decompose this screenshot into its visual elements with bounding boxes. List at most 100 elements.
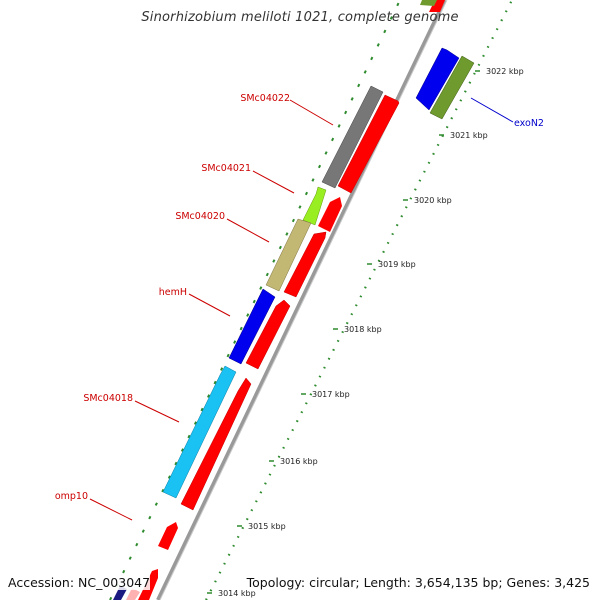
tick-mark (509, 1, 513, 4)
tick-mark (359, 295, 363, 298)
tick-mark (495, 27, 499, 31)
feature-blue-hemH[interactable] (228, 288, 276, 365)
tick-mark (218, 571, 222, 574)
scale-label: 3018 kbp (344, 325, 382, 334)
tick-mark (336, 339, 340, 343)
tick-mark (233, 340, 237, 344)
label-leader-line (289, 99, 334, 126)
tick-mark (383, 29, 387, 34)
tick-mark (370, 56, 374, 61)
scale-tick-marks (205, 1, 513, 600)
tick-mark (214, 580, 217, 583)
feature-red-edge-top[interactable] (429, 0, 445, 12)
tick-mark (344, 110, 348, 115)
tick-mark (477, 63, 481, 66)
tick-mark (291, 218, 295, 223)
tick-mark (200, 407, 204, 412)
scale-label: 3015 kbp (248, 522, 286, 531)
tick-mark (232, 544, 235, 548)
tick-mark (332, 348, 335, 352)
genome-backbone (156, 0, 447, 600)
scale-label: 3022 kbp (486, 67, 524, 76)
tick-mark (295, 419, 299, 423)
feature-olive-exoN2[interactable] (429, 55, 475, 120)
tick-mark (286, 437, 290, 441)
tick-mark (207, 394, 211, 398)
scale-label: 3019 kbp (378, 260, 416, 269)
tick-mark (331, 137, 335, 142)
tick-mark (463, 90, 467, 93)
label-leader-line (470, 97, 514, 123)
feature-red-hemH[interactable] (245, 299, 291, 370)
tick-mark (382, 250, 385, 254)
tick-mark (241, 526, 245, 530)
tick-mark (285, 232, 289, 236)
feature-red-smc04020[interactable] (283, 231, 327, 298)
feature-khaki-smc04020[interactable] (265, 218, 312, 292)
gene-label-smc04018[interactable]: SMc04018 (83, 393, 133, 404)
tick-mark (327, 357, 331, 360)
label-leader-line (226, 218, 270, 243)
feature-lime-smc04021[interactable] (302, 186, 327, 226)
tick-mark (141, 529, 145, 533)
tick-mark (445, 125, 449, 129)
feature-blue-exoN2[interactable] (415, 47, 460, 111)
tick-mark (314, 384, 317, 387)
tick-mark (304, 191, 309, 196)
reverse-strand (113, 0, 437, 600)
tick-mark (486, 45, 490, 49)
tick-mark (264, 482, 267, 485)
tick-mark (272, 259, 276, 263)
tick-mark (341, 330, 345, 334)
scale-label: 3020 kbp (414, 196, 452, 205)
tick-mark (187, 434, 191, 439)
tick-mark (404, 206, 408, 209)
gene-label-omp10[interactable]: omp10 (55, 491, 88, 502)
feature-red-smc04018[interactable] (180, 377, 252, 511)
tick-mark (454, 108, 458, 111)
tick-mark (423, 170, 426, 173)
tick-mark (193, 421, 198, 425)
tick-mark (309, 393, 313, 396)
gene-label-smc04020[interactable]: SMc04020 (175, 211, 225, 222)
tick-mark (122, 569, 126, 574)
scale-label: 3014 kbp (218, 589, 256, 598)
tick-mark (273, 464, 276, 467)
gene-label-smc04021[interactable]: SMc04021 (201, 163, 251, 174)
tick-mark (174, 461, 178, 466)
tick-mark (128, 556, 132, 560)
tick-mark (259, 491, 263, 494)
label-leader-line (134, 400, 180, 423)
scale-label: 3021 kbp (450, 131, 488, 140)
tick-mark (277, 455, 281, 458)
tick-mark (363, 70, 367, 74)
gene-label-smc04022[interactable]: SMc04022 (240, 93, 290, 104)
feature-red-smc04022[interactable] (337, 94, 400, 194)
feature-gray-smc04022[interactable] (321, 85, 384, 189)
gene-label-exon2[interactable]: exoN2 (514, 118, 544, 129)
tick-mark (504, 10, 508, 13)
label-leader-line (89, 498, 133, 521)
feature-pink-edge[interactable] (126, 588, 140, 600)
feature-red-omp10[interactable] (158, 522, 178, 550)
tick-mark (468, 81, 472, 84)
feature-olive-edge-top[interactable] (420, 0, 437, 6)
accession-value: Accession: NC_003047 (8, 575, 151, 590)
tick-mark (482, 54, 485, 58)
tick-mark (354, 304, 358, 307)
tick-mark (391, 232, 394, 236)
feature-red-smc04021[interactable] (318, 197, 342, 232)
tick-mark (409, 197, 413, 200)
tick-mark (135, 542, 139, 547)
genome-backbone-shadow (159, 0, 448, 600)
gene-labels: SMc04022 SMc04021 SMc04020 hemH SMc04018 omp1… (55, 93, 544, 521)
gene-label-hemh[interactable]: hemH (159, 287, 187, 298)
tick-mark (400, 215, 404, 218)
label-leader-line (188, 293, 231, 317)
tick-mark (357, 83, 361, 88)
tick-mark (154, 502, 158, 506)
topology-value: Topology: circular; Length: 3,654,135 bp… (246, 575, 590, 590)
tick-mark (459, 99, 463, 102)
tick-mark (250, 508, 254, 512)
feature-cyan-smc04018[interactable] (162, 365, 237, 499)
